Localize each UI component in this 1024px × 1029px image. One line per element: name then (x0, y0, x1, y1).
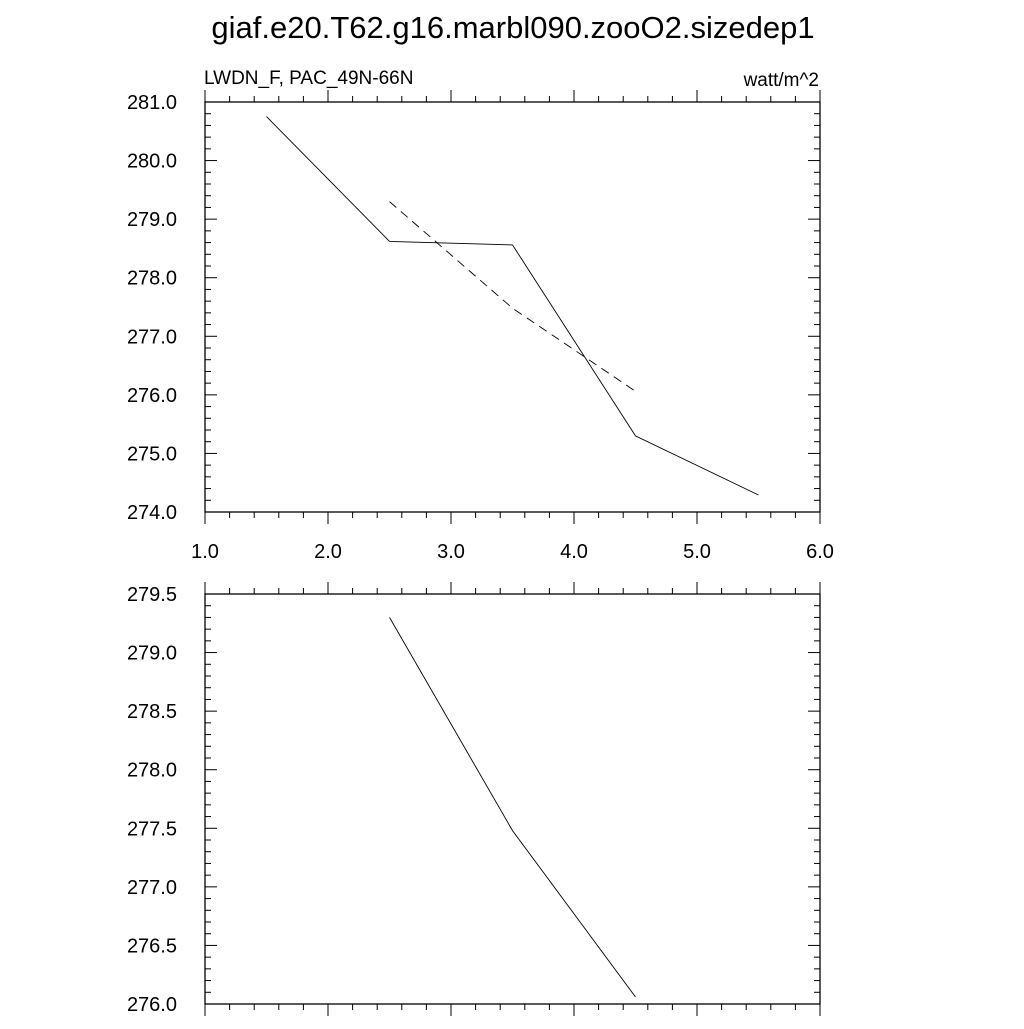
bottom-series-solid-line (389, 617, 636, 998)
bottom-y-tick-label: 279.0 (127, 643, 177, 665)
top-y-tick-label: 276.0 (127, 385, 177, 407)
top-y-tick-label: 278.0 (127, 268, 177, 290)
top-x-tick-label: 6.0 (806, 541, 834, 563)
bottom-plot-frame (204, 593, 821, 1005)
top-x-tick-label: 5.0 (683, 541, 711, 563)
top-x-tick-label: 1.0 (191, 541, 219, 563)
bottom-y-tick-label: 276.0 (127, 994, 177, 1016)
bottom-y-tick-label: 277.0 (127, 877, 177, 899)
bottom-y-tick-label: 277.5 (127, 818, 177, 840)
bottom-y-tick-label: 278.5 (127, 701, 177, 723)
top-y-tick-label: 279.0 (127, 209, 177, 231)
top-plot-frame (204, 101, 821, 513)
top-panel-units-label: watt/m^2 (743, 70, 819, 91)
top-x-tick-label: 2.0 (314, 541, 342, 563)
bottom-panel-plot-area (204, 593, 821, 1005)
top-y-tick-label: 281.0 (127, 92, 177, 114)
top-series-dashed-line (389, 201, 636, 392)
bottom-panel: 276.0 276.5 277.0 277.5 278.0 278.5 279.0 279.5 (127, 582, 821, 1016)
top-x-tick-label: 3.0 (437, 541, 465, 563)
bottom-y-tick-label: 276.5 (127, 935, 177, 957)
bottom-panel-ticks: 276.0 276.5 277.0 277.5 278.0 278.5 279.0 279.5 (127, 582, 821, 1016)
top-y-tick-label: 280.0 (127, 151, 177, 173)
top-x-tick-label: 4.0 (560, 541, 588, 563)
bottom-y-tick-label: 279.5 (127, 584, 177, 606)
top-panel-plot-area (204, 101, 821, 513)
chart-title: giaf.e20.T62.g16.marbl090.zooO2.sizedep1 (211, 10, 814, 45)
top-panel: LWDN_F, PAC_49N-66N watt/m^2 1.0 2.0 3.0 4.… (127, 68, 834, 563)
bottom-y-tick-label: 278.0 (127, 760, 177, 782)
top-y-tick-label: 277.0 (127, 326, 177, 348)
top-y-tick-label: 274.0 (127, 502, 177, 524)
top-panel-left-label: LWDN_F, PAC_49N-66N (204, 68, 413, 89)
top-y-tick-label: 275.0 (127, 443, 177, 465)
top-series-solid-line (266, 116, 759, 496)
top-panel-ticks: 1.0 2.0 3.0 4.0 5.0 6.0 274.0 275.0 276.0 277.0 27… (127, 90, 834, 563)
